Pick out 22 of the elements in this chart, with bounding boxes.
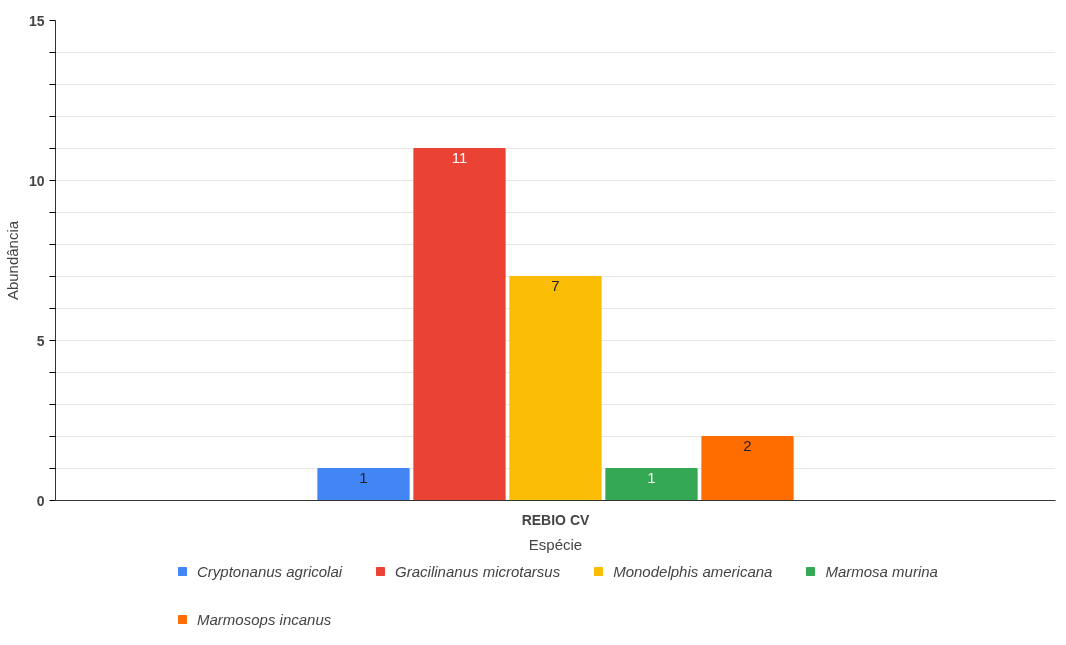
y-tick-label: 0 xyxy=(36,492,45,509)
data-label: 11 xyxy=(451,149,468,167)
legend-label: Gracilinanus microtarsus xyxy=(395,562,561,580)
bar xyxy=(317,468,410,501)
legend-label: Monodelphis americana xyxy=(613,562,773,580)
bar xyxy=(509,276,602,501)
x-axis-title: Espécie xyxy=(528,535,583,553)
bar xyxy=(413,148,506,501)
legend-label: Marmosops incanus xyxy=(197,610,332,628)
bar xyxy=(701,436,794,501)
data-label: 2 xyxy=(743,437,752,455)
y-tick-label: 15 xyxy=(28,12,45,29)
data-label: 1 xyxy=(647,469,656,487)
data-label: 7 xyxy=(551,277,560,295)
x-tick-label: REBIO CV xyxy=(521,511,590,528)
legend-label: Marmosa murina xyxy=(825,562,938,580)
bar xyxy=(605,468,698,501)
legend-label: Cryptonanus agricolai xyxy=(197,562,343,580)
data-label: 1 xyxy=(359,469,368,487)
y-tick-label: 5 xyxy=(36,332,45,349)
y-tick-label: 10 xyxy=(28,172,45,189)
y-axis-title: Abundância xyxy=(3,220,21,301)
